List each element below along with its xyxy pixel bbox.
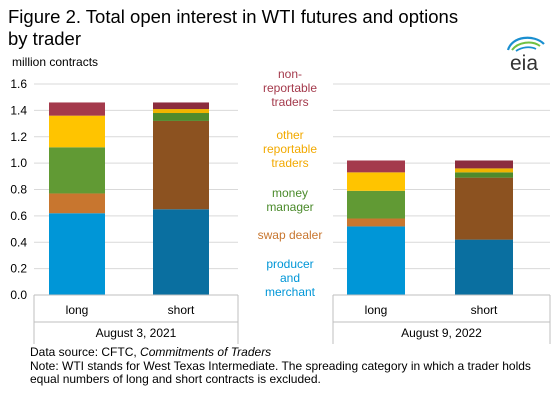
y-axis-label: million contracts [12, 55, 98, 69]
bar-segment-money-manager-short [455, 172, 513, 177]
legend-label-other-reportable-traders: traders [271, 156, 308, 170]
legend-label-producer-and-merchant: and [280, 271, 300, 285]
bar-segment-producer-and-merchant-long [347, 226, 405, 295]
y-tick-label: 1.2 [10, 130, 27, 144]
bar-segment-other-reportable-traders-long [49, 116, 105, 148]
bar-segment-other-reportable-traders-short [153, 109, 209, 113]
y-tick-label: 0.4 [10, 235, 27, 249]
x-tick-label-short: short [471, 303, 498, 317]
bar-segment-other-reportable-traders-long [347, 172, 405, 190]
bar-segment-swap-dealer-short [455, 178, 513, 240]
chart-notes: Data source: CFTC, Commitments of Trader… [30, 346, 550, 387]
legend-label-producer-and-merchant: producer [266, 257, 313, 271]
chart-note: Note: WTI stands for West Texas Intermed… [30, 360, 550, 387]
bar-segment-non-reportable-traders-long [347, 160, 405, 172]
legend-label-swap-dealer: swap dealer [258, 228, 323, 242]
bar-segment-swap-dealer-long [347, 219, 405, 227]
x-tick-label-long: long [365, 303, 388, 317]
bar-segment-non-reportable-traders-short [153, 102, 209, 109]
y-tick-label: 0.8 [10, 183, 27, 197]
legend-label-producer-and-merchant: merchant [265, 285, 316, 299]
bar-segment-non-reportable-traders-long [49, 102, 105, 115]
bar-segment-money-manager-long [49, 147, 105, 193]
y-tick-label: 1.0 [10, 156, 27, 170]
bar-segment-swap-dealer-short [153, 121, 209, 209]
data-source-prefix: Data source: CFTC, [30, 345, 137, 359]
x-group-label-1: August 9, 2022 [401, 326, 482, 340]
data-source: Data source: CFTC, Commitments of Trader… [30, 346, 550, 360]
legend-label-other-reportable-traders: other [276, 128, 303, 142]
legend-label-other-reportable-traders: reportable [263, 142, 317, 156]
x-tick-label-long: long [66, 303, 89, 317]
legend-label-money-manager: manager [266, 200, 313, 214]
y-tick-label: 0.6 [10, 209, 27, 223]
bar-segment-producer-and-merchant-short [455, 240, 513, 295]
y-tick-label: 1.4 [10, 103, 27, 117]
y-tick-label: 0.0 [10, 288, 27, 302]
bar-segment-non-reportable-traders-short [455, 160, 513, 168]
y-tick-label: 1.6 [10, 77, 27, 91]
legend-label-money-manager: money [272, 186, 308, 200]
bar-segment-producer-and-merchant-short [153, 209, 209, 295]
x-group-label-0: August 3, 2021 [96, 326, 177, 340]
bar-segment-money-manager-short [153, 113, 209, 121]
x-tick-label-short: short [168, 303, 195, 317]
legend-label-non-reportable-traders: non- [278, 67, 302, 81]
bar-segment-producer-and-merchant-long [49, 213, 105, 295]
y-tick-label: 0.2 [10, 262, 27, 276]
data-source-title: Commitments of Traders [140, 345, 271, 359]
bar-segment-other-reportable-traders-short [455, 168, 513, 172]
legend-label-non-reportable-traders: reportable [263, 81, 317, 95]
bar-segment-swap-dealer-long [49, 193, 105, 213]
legend-label-non-reportable-traders: traders [271, 95, 308, 109]
bar-segment-money-manager-long [347, 191, 405, 219]
